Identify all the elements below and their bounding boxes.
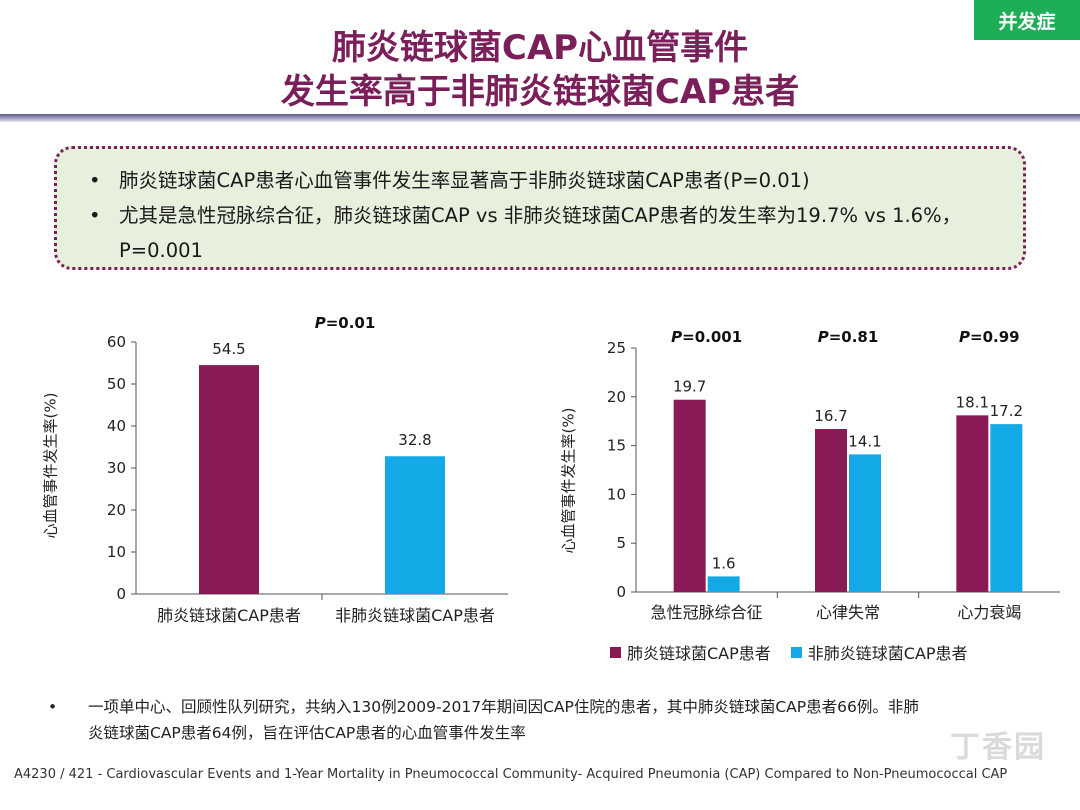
chart1-svg: 0 10 20 30 40 50 60 54.5 肺炎链球菌CAP患者 32.8 非肺炎链球菌CAP… bbox=[107, 314, 508, 625]
chart2-y-tick-label: 20 bbox=[607, 388, 626, 406]
chart1-y-tick-label: 40 bbox=[107, 417, 126, 435]
section-tag: 并发症 bbox=[974, 0, 1080, 40]
study-note: • 一项单中心、回顾性队列研究，共纳入130例2009-2017年期间因CAP住… bbox=[48, 694, 1048, 746]
study-note-line-2: 炎链球菌CAP患者64例，旨在评估CAP患者的心血管事件发生率 bbox=[88, 724, 526, 742]
chart2-y-tick-label: 10 bbox=[607, 485, 626, 503]
chart1-bar bbox=[199, 365, 259, 594]
chart2-category-label: 心力衰竭 bbox=[957, 603, 1021, 622]
chart1-y-tick-label: 0 bbox=[116, 585, 126, 603]
chart2-y-tick-label: 15 bbox=[607, 437, 626, 455]
study-note-line-1: 一项单中心、回顾性队列研究，共纳入130例2009-2017年期间因CAP住院的… bbox=[88, 698, 919, 716]
title-line-1: 肺炎链球菌CAP心血管事件 bbox=[331, 28, 749, 68]
chart1-y-tick-label: 50 bbox=[107, 375, 126, 393]
chart2-data-label: 17.2 bbox=[990, 402, 1023, 420]
chart1-data-label: 54.5 bbox=[212, 340, 245, 358]
chart1-category-label: 肺炎链球菌CAP患者 bbox=[157, 606, 301, 625]
chart1-y-tick-label: 60 bbox=[107, 333, 126, 351]
chart2-data-label: 18.1 bbox=[956, 393, 989, 411]
watermark-logo: 丁香园 bbox=[950, 730, 1046, 765]
chart2-data-label: 14.1 bbox=[848, 432, 881, 450]
chart2-bar bbox=[815, 429, 847, 592]
chart2-p-value: P=0.001 bbox=[671, 328, 742, 346]
chart1-p-value: P=0.01 bbox=[315, 314, 376, 332]
finding-item: • 尤其是急性冠脉综合征，肺炎链球菌CAP vs 非肺炎链球菌CAP患者的发生率… bbox=[57, 198, 1023, 268]
chart2-p-value: P=0.99 bbox=[959, 328, 1020, 346]
chart2-bar bbox=[707, 576, 740, 592]
title-divider bbox=[0, 114, 1080, 122]
chart2-y-tick-label: 0 bbox=[616, 583, 626, 601]
finding-text: 尤其是急性冠脉综合征，肺炎链球菌CAP vs 非肺炎链球菌CAP患者的发生率为1… bbox=[119, 204, 962, 262]
legend-label-pneumo: 肺炎链球菌CAP患者 bbox=[627, 644, 771, 663]
chart2-data-label: 1.6 bbox=[712, 554, 736, 572]
chart1-bar bbox=[385, 456, 445, 594]
chart2: 0 5 10 15 20 25 19.7 1.6 急性冠脉综合征 P=0.001 16.7 14.1 心… bbox=[540, 300, 1080, 640]
chart2-data-label: 16.7 bbox=[814, 407, 847, 425]
title-line-2: 发生率高于非肺炎链球菌CAP患者 bbox=[280, 72, 800, 112]
chart2-bar bbox=[673, 399, 706, 592]
chart1-y-tick-label: 20 bbox=[107, 501, 126, 519]
chart2-bar bbox=[849, 454, 881, 592]
chart1: 0 10 20 30 40 50 60 54.5 肺炎链球菌CAP患者 32.8 非肺炎链球菌CAP… bbox=[0, 300, 540, 640]
page-title: 肺炎链球菌CAP心血管事件 发生率高于非肺炎链球菌CAP患者 bbox=[0, 26, 1080, 114]
chart1-category-label: 非肺炎链球菌CAP患者 bbox=[335, 606, 495, 625]
chart2-bar bbox=[990, 424, 1023, 592]
citation-footer: A4230 / 421 - Cardiovascular Events and … bbox=[14, 767, 1008, 782]
chart1-data-label: 32.8 bbox=[398, 431, 431, 449]
chart2-y-tick-label: 5 bbox=[616, 534, 626, 552]
key-findings-box: • 肺炎链球菌CAP患者心血管事件发生率显著高于非肺炎链球菌CAP患者(P=0.… bbox=[54, 146, 1026, 270]
finding-text: 肺炎链球菌CAP患者心血管事件发生率显著高于非肺炎链球菌CAP患者(P=0.01… bbox=[119, 169, 810, 192]
legend-swatch-pneumo bbox=[610, 646, 621, 658]
chart2-svg: 0 5 10 15 20 25 19.7 1.6 急性冠脉综合征 P=0.001 16.714.1 心… bbox=[607, 328, 1060, 622]
chart1-y-tick-label: 30 bbox=[107, 459, 126, 477]
bullet-icon: • bbox=[89, 204, 101, 227]
bullet-icon: • bbox=[89, 169, 101, 192]
chart2-y-tick-label: 25 bbox=[607, 339, 626, 357]
chart2-bar bbox=[956, 415, 989, 592]
legend-swatch-non-pneumo bbox=[790, 646, 802, 658]
finding-item: • 肺炎链球菌CAP患者心血管事件发生率显著高于非肺炎链球菌CAP患者(P=0.… bbox=[57, 163, 1023, 198]
chart2-category-label: 急性冠脉综合征 bbox=[651, 603, 763, 622]
chart2-p-value: P=0.81 bbox=[818, 328, 879, 346]
chart2-legend: 肺炎链球菌CAP患者 非肺炎链球菌CAP患者 bbox=[610, 640, 968, 664]
legend-label-non-pneumo: 非肺炎链球菌CAP患者 bbox=[807, 644, 968, 663]
chart2-data-label: 19.7 bbox=[673, 378, 706, 396]
bullet-icon: • bbox=[48, 698, 58, 716]
chart2-category-label: 心律失常 bbox=[816, 603, 880, 622]
chart1-y-tick-label: 10 bbox=[107, 543, 126, 561]
